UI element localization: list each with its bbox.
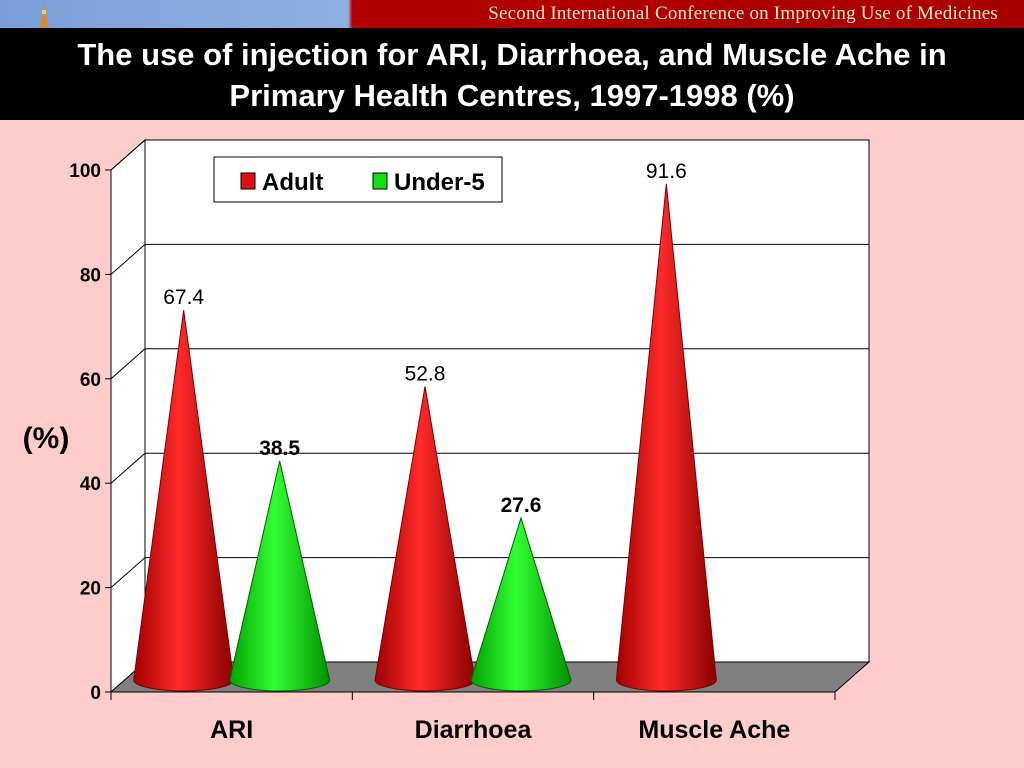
adult-cone — [615, 183, 717, 692]
gridline-side — [110, 452, 146, 484]
y-tick-label: 60 — [80, 370, 101, 391]
gridline-side — [110, 557, 146, 588]
conference-name: Second International Conference on Impro… — [488, 3, 998, 24]
legend-label-adult: Adult — [262, 169, 323, 196]
y-axis-title: (%) — [23, 422, 70, 455]
y-tick-label: 0 — [90, 683, 101, 704]
y-tick-label: 100 — [69, 161, 101, 182]
under5-cone — [470, 516, 572, 692]
legend-swatch-under5 — [372, 172, 388, 190]
data-label: 38.5 — [259, 437, 300, 460]
y-tick-label: 20 — [80, 579, 101, 600]
gridline-side — [110, 244, 146, 275]
gridline-side — [110, 348, 146, 380]
tower-logo-icon — [40, 2, 48, 28]
legend: Adult Under-5 — [213, 156, 503, 203]
plot-side-wall — [110, 138, 146, 694]
gridline-side — [110, 139, 146, 171]
data-label: 67.4 — [163, 286, 204, 309]
slide-title: The use of injection for ARI, Diarrhoea,… — [77, 37, 947, 113]
title-bar — [0, 28, 1024, 120]
adult-cone — [133, 310, 235, 692]
y-tick-label: 40 — [80, 474, 101, 495]
legend-swatch-adult — [240, 172, 256, 190]
under5-cone — [229, 460, 331, 692]
x-tick-label: Muscle Ache — [638, 716, 790, 744]
data-label: 52.8 — [405, 362, 446, 385]
data-label: 27.6 — [501, 494, 542, 517]
data-label: 91.6 — [646, 160, 687, 183]
adult-cone — [374, 386, 476, 692]
legend-label-under5: Under-5 — [394, 169, 485, 196]
x-tick-label: Diarrhoea — [415, 716, 533, 744]
y-tick-label: 80 — [80, 265, 101, 286]
x-tick-label: ARI — [210, 716, 253, 744]
conference-banner: Second International Conference on Impro… — [0, 0, 1024, 28]
